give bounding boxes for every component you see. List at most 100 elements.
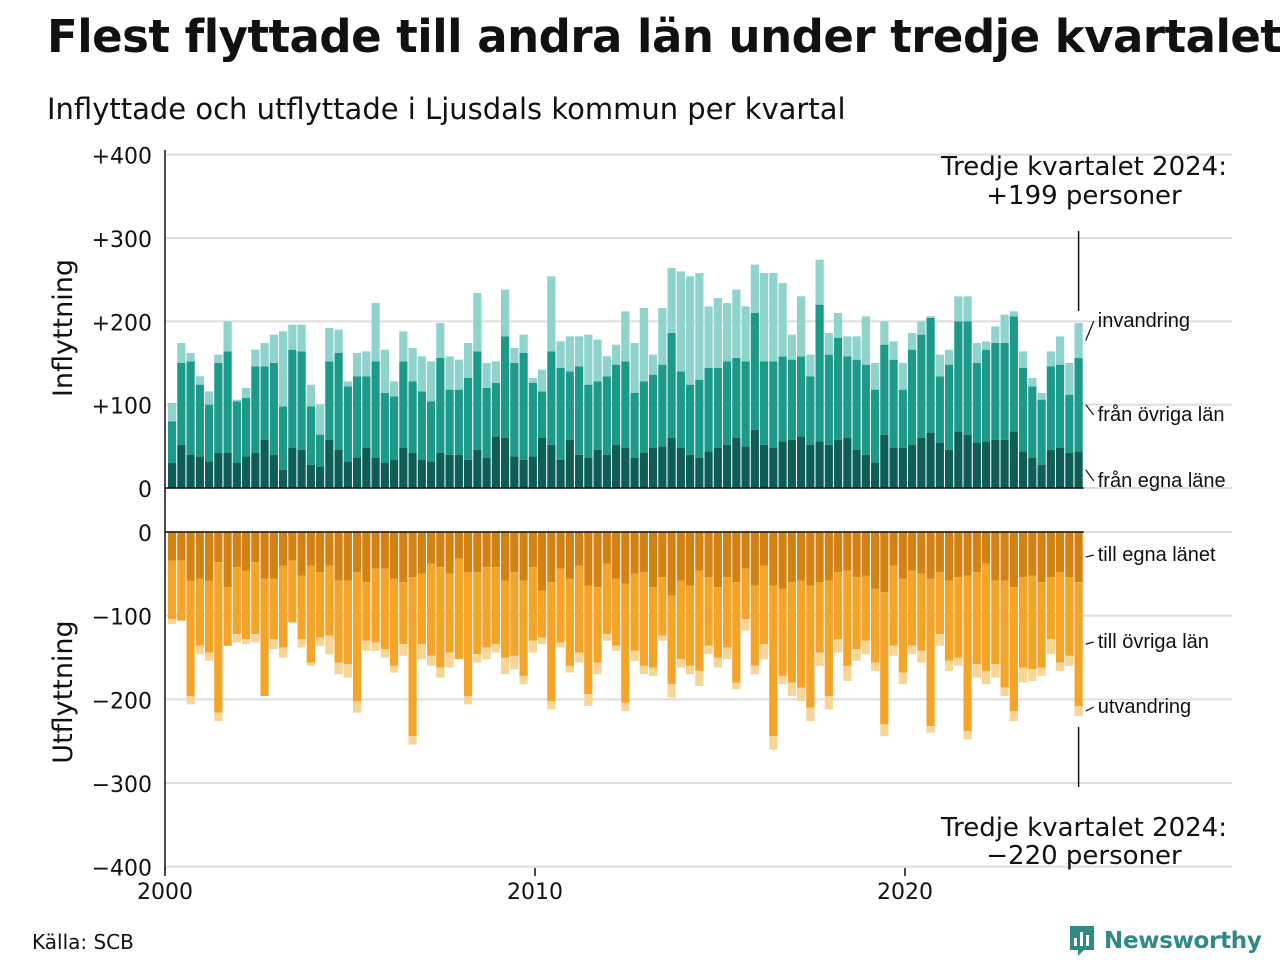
bar-utvandring [242, 639, 251, 645]
bar-till-egna-lanet [972, 532, 981, 573]
bar-fran-egna-lanet [778, 441, 787, 488]
bar-till-ovriga-lan [972, 572, 981, 665]
bar-invandring [732, 289, 741, 358]
bar-till-ovriga-lan [334, 580, 343, 663]
bar-fran-ovriga-lan [787, 359, 796, 440]
bar-till-ovriga-lan [917, 573, 926, 651]
bar-till-ovriga-lan [898, 578, 907, 673]
bar-fran-ovriga-lan [824, 354, 833, 445]
bar-till-ovriga-lan [834, 572, 843, 640]
bar-till-egna-lanet [538, 532, 547, 591]
bar-fran-ovriga-lan [279, 406, 288, 470]
bar-till-ovriga-lan [427, 563, 436, 656]
bar-utvandring [834, 639, 843, 653]
bar-utvandring [575, 652, 584, 663]
bar-utvandring [1037, 667, 1046, 676]
bar-till-egna-lanet [898, 532, 907, 579]
bar-fran-ovriga-lan [639, 381, 648, 453]
bar-utvandring [861, 640, 870, 655]
bar-till-egna-lanet [297, 532, 306, 576]
bar-till-egna-lanet [612, 532, 621, 579]
bar-till-egna-lanet [667, 532, 676, 596]
bar-utvandring [205, 652, 214, 661]
y-tick-label: −100 [92, 606, 152, 631]
bar-invandring [843, 336, 852, 357]
bar-invandring [630, 343, 639, 393]
bar-fran-egna-lanet [390, 459, 399, 488]
bar-invandring [556, 341, 565, 368]
bar-till-egna-lanet [861, 532, 870, 576]
bar-utvandring [917, 650, 926, 663]
y-tick-label: −200 [92, 689, 152, 714]
bar-invandring [621, 311, 630, 362]
bar-fran-egna-lanet [954, 431, 963, 488]
bar-fran-ovriga-lan [908, 349, 917, 445]
bar-fran-egna-lanet [732, 438, 741, 488]
bar-till-ovriga-lan [630, 573, 639, 651]
bar-till-ovriga-lan [408, 577, 417, 737]
bar-fran-egna-lanet [186, 454, 195, 488]
bar-invandring [954, 296, 963, 322]
x-tick-label: 2010 [507, 880, 563, 905]
bar-fran-egna-lanet [806, 444, 815, 488]
bar-till-ovriga-lan [232, 567, 241, 635]
bar-invandring [306, 384, 315, 407]
bar-invandring [371, 303, 380, 362]
bar-invandring [908, 333, 917, 350]
bar-till-ovriga-lan [741, 568, 750, 620]
x-tick-label: 2020 [877, 880, 933, 905]
bar-utvandring [427, 655, 436, 666]
bar-till-ovriga-lan [843, 570, 852, 666]
bar-till-egna-lanet [427, 532, 436, 564]
bar-till-ovriga-lan [695, 570, 704, 671]
bar-utvandring [649, 667, 658, 676]
bar-invandring [667, 268, 676, 333]
bar-fran-ovriga-lan [260, 366, 269, 440]
bar-utvandring [306, 662, 315, 666]
bar-utvandring [584, 694, 593, 707]
bar-fran-ovriga-lan [667, 333, 676, 438]
bar-fran-ovriga-lan [251, 366, 260, 453]
bar-fran-ovriga-lan [797, 356, 806, 437]
bar-fran-egna-lanet [769, 448, 778, 488]
bar-fran-egna-lanet [649, 448, 658, 488]
bar-utvandring [686, 665, 695, 675]
bar-utvandring [778, 675, 787, 685]
bar-invandring [223, 321, 232, 352]
bar-till-ovriga-lan [297, 575, 306, 640]
bar-fran-egna-lanet [935, 443, 944, 488]
bar-fran-ovriga-lan [177, 363, 186, 445]
bar-till-egna-lanet [334, 532, 343, 581]
bar-till-egna-lanet [1074, 532, 1083, 583]
bar-till-egna-lanet [232, 532, 241, 568]
bar-utvandring [1074, 706, 1083, 717]
bar-fran-egna-lanet [1065, 453, 1074, 488]
newsworthy-logo[interactable]: Newsworthy [1068, 924, 1262, 958]
bar-fran-egna-lanet [343, 461, 352, 488]
bar-invandring [473, 293, 482, 352]
bar-till-ovriga-lan [908, 570, 917, 646]
bar-till-ovriga-lan [362, 582, 371, 641]
bar-till-egna-lanet [769, 532, 778, 586]
bar-fran-ovriga-lan [935, 376, 944, 443]
bar-invandring [945, 349, 954, 365]
bar-fran-egna-lanet [593, 449, 602, 488]
bar-till-egna-lanet [935, 532, 944, 573]
bar-utvandring [168, 619, 177, 625]
bar-utvandring [954, 657, 963, 666]
source-note: Källa: SCB [32, 930, 134, 954]
bar-invandring [861, 316, 870, 365]
series-label-invandring: invandring [1098, 310, 1190, 332]
bar-fran-ovriga-lan [630, 393, 639, 458]
bar-fran-ovriga-lan [205, 404, 214, 462]
bar-fran-ovriga-lan [454, 389, 463, 455]
bar-till-ovriga-lan [1019, 577, 1028, 668]
bar-till-egna-lanet [371, 532, 380, 569]
bar-invandring [991, 326, 1000, 343]
bar-fran-ovriga-lan [510, 363, 519, 457]
bar-till-ovriga-lan [797, 580, 806, 688]
bar-invandring [713, 298, 722, 368]
bar-fran-egna-lanet [963, 434, 972, 488]
bar-utvandring [547, 701, 556, 710]
